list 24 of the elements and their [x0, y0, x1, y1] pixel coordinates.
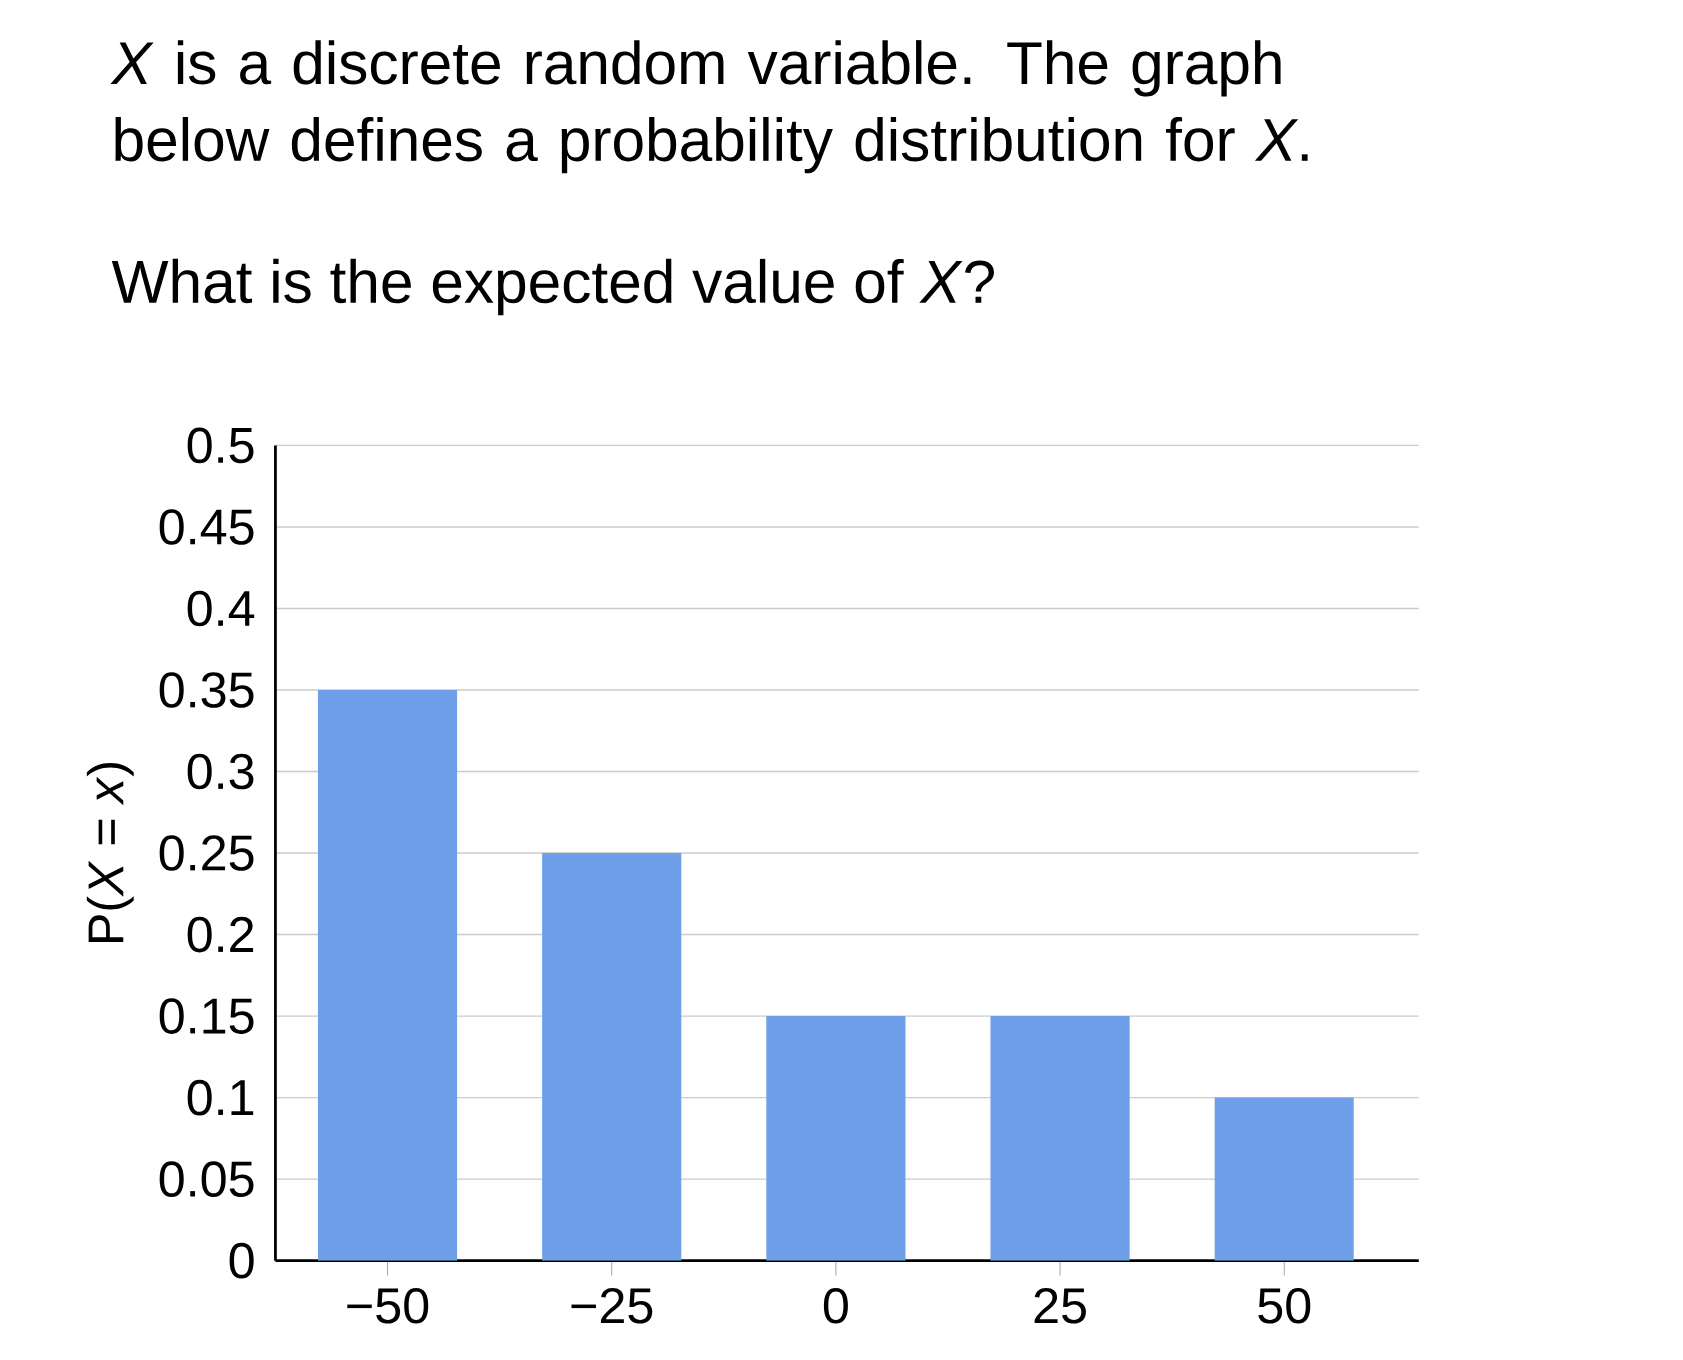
- bar: [317, 689, 458, 1261]
- x-tick-label: −25: [571, 1287, 653, 1324]
- y-tick-label: 0.4: [187, 590, 255, 627]
- y-tick-label: 0.15: [159, 998, 254, 1034]
- x-tick-label: −50: [347, 1287, 429, 1324]
- y-tick-label: 0.35: [159, 672, 254, 708]
- bar: [990, 1016, 1130, 1261]
- y-tick-label: 0.1: [187, 1079, 254, 1116]
- y-tick-label: 0.2: [187, 916, 254, 953]
- x-tick-label: 0: [823, 1287, 848, 1324]
- y-tick-label: 0.25: [159, 835, 254, 871]
- bar: [766, 1016, 906, 1261]
- y-tick-label: 0: [229, 1242, 254, 1279]
- bar: [542, 853, 682, 1261]
- x-tick-label: 25: [1034, 1287, 1086, 1324]
- y-tick-label: 0.05: [159, 1161, 254, 1197]
- bar: [1214, 1097, 1354, 1261]
- y-axis-title: P(X = x): [86, 763, 134, 942]
- y-tick-label: 0.3: [187, 753, 254, 790]
- x-tick-label: 50: [1258, 1287, 1311, 1324]
- chart-subtitle: What is the expected value of X?: [111, 258, 994, 316]
- chart-title: X is a discrete random variable. The graph below defines a probability distribution for X.: [110, 40, 1308, 174]
- y-tick-label: 0.5: [187, 427, 254, 464]
- y-tick-label: 0.45: [159, 509, 254, 545]
